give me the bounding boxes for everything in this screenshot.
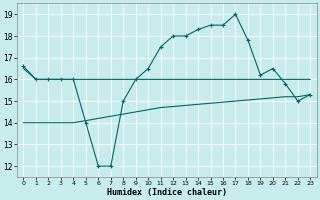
- X-axis label: Humidex (Indice chaleur): Humidex (Indice chaleur): [107, 188, 227, 197]
